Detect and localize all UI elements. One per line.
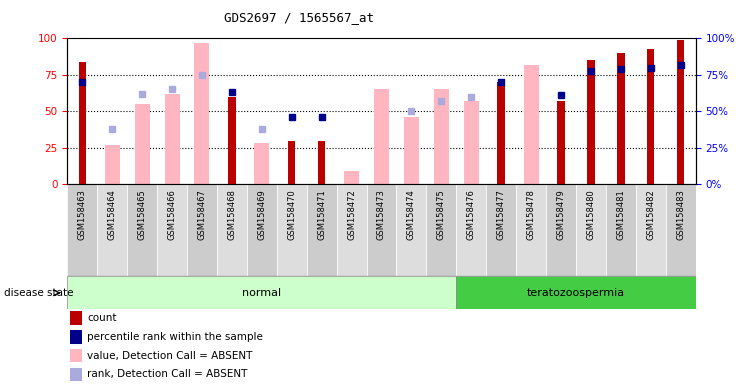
Bar bbox=[456, 276, 696, 309]
Text: GSM158471: GSM158471 bbox=[317, 189, 326, 240]
Bar bbox=[486, 184, 516, 276]
Bar bbox=[666, 184, 696, 276]
Bar bbox=[277, 184, 307, 276]
Text: GSM158480: GSM158480 bbox=[586, 189, 595, 240]
Bar bbox=[187, 184, 217, 276]
Text: teratozoospermia: teratozoospermia bbox=[527, 288, 625, 298]
Bar bbox=[217, 184, 247, 276]
Bar bbox=[70, 367, 82, 381]
Bar bbox=[318, 141, 325, 184]
Text: count: count bbox=[88, 313, 117, 323]
Bar bbox=[194, 43, 209, 184]
Text: normal: normal bbox=[242, 288, 281, 298]
Text: GSM158481: GSM158481 bbox=[616, 189, 625, 240]
Text: GSM158466: GSM158466 bbox=[168, 189, 177, 240]
Bar bbox=[606, 184, 636, 276]
Text: GSM158465: GSM158465 bbox=[138, 189, 147, 240]
Bar bbox=[70, 311, 82, 325]
Bar bbox=[157, 184, 187, 276]
Bar bbox=[587, 60, 595, 184]
Bar bbox=[677, 40, 684, 184]
Bar bbox=[367, 184, 396, 276]
Text: GSM158467: GSM158467 bbox=[197, 189, 206, 240]
Text: GSM158470: GSM158470 bbox=[287, 189, 296, 240]
Text: percentile rank within the sample: percentile rank within the sample bbox=[88, 332, 263, 342]
Bar bbox=[79, 62, 86, 184]
Text: GSM158476: GSM158476 bbox=[467, 189, 476, 240]
Bar bbox=[70, 349, 82, 362]
Bar bbox=[307, 184, 337, 276]
Bar bbox=[105, 145, 120, 184]
Text: GSM158469: GSM158469 bbox=[257, 189, 266, 240]
Bar bbox=[374, 89, 389, 184]
Text: GSM158478: GSM158478 bbox=[527, 189, 536, 240]
Text: GSM158477: GSM158477 bbox=[497, 189, 506, 240]
Bar bbox=[127, 184, 157, 276]
Bar bbox=[396, 184, 426, 276]
Text: GSM158468: GSM158468 bbox=[227, 189, 236, 240]
Text: GSM158463: GSM158463 bbox=[78, 189, 87, 240]
Bar bbox=[254, 144, 269, 184]
Bar bbox=[647, 49, 654, 184]
Bar bbox=[456, 184, 486, 276]
Bar bbox=[516, 184, 546, 276]
Bar bbox=[576, 184, 606, 276]
Text: GSM158472: GSM158472 bbox=[347, 189, 356, 240]
Text: value, Detection Call = ABSENT: value, Detection Call = ABSENT bbox=[88, 351, 253, 361]
Bar bbox=[434, 89, 449, 184]
Text: rank, Detection Call = ABSENT: rank, Detection Call = ABSENT bbox=[88, 369, 248, 379]
Bar bbox=[636, 184, 666, 276]
Bar bbox=[426, 184, 456, 276]
Bar bbox=[97, 184, 127, 276]
Bar bbox=[464, 101, 479, 184]
Bar bbox=[67, 276, 456, 309]
Text: GSM158482: GSM158482 bbox=[646, 189, 655, 240]
Bar bbox=[165, 94, 180, 184]
Text: GSM158483: GSM158483 bbox=[676, 189, 685, 240]
Text: GSM158464: GSM158464 bbox=[108, 189, 117, 240]
Bar bbox=[228, 97, 236, 184]
Bar bbox=[546, 184, 576, 276]
Bar bbox=[67, 184, 97, 276]
Bar bbox=[617, 53, 625, 184]
Bar bbox=[524, 65, 539, 184]
Bar bbox=[497, 82, 505, 184]
Text: GSM158475: GSM158475 bbox=[437, 189, 446, 240]
Bar bbox=[135, 104, 150, 184]
Text: GSM158474: GSM158474 bbox=[407, 189, 416, 240]
Text: GDS2697 / 1565567_at: GDS2697 / 1565567_at bbox=[224, 12, 375, 25]
Bar bbox=[337, 184, 367, 276]
Text: disease state: disease state bbox=[4, 288, 73, 298]
Bar bbox=[557, 101, 565, 184]
Bar bbox=[288, 141, 295, 184]
Text: GSM158473: GSM158473 bbox=[377, 189, 386, 240]
Bar bbox=[404, 117, 419, 184]
Text: GSM158479: GSM158479 bbox=[557, 189, 565, 240]
Bar bbox=[247, 184, 277, 276]
Bar bbox=[344, 171, 359, 184]
Bar bbox=[70, 330, 82, 344]
